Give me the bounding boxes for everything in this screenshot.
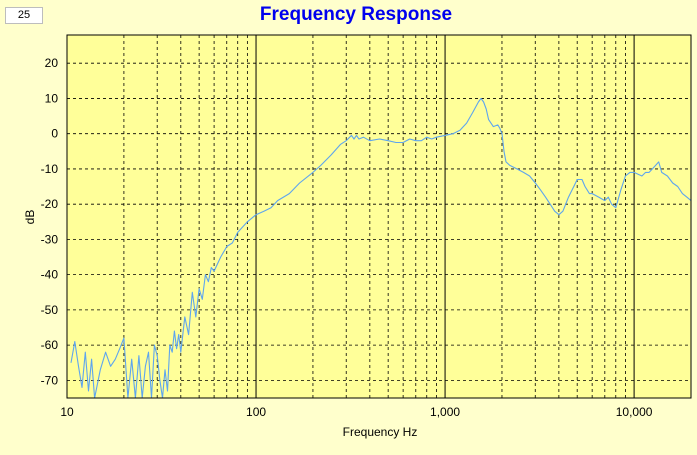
plot-frame (66, 34, 692, 399)
x-tick-label: 100 (246, 405, 266, 419)
y-axis-label: dB (23, 210, 37, 225)
y-tick-label: -70 (41, 373, 59, 387)
x-tick-label: 10 (60, 405, 74, 419)
y-tick-label: -10 (41, 162, 59, 176)
response-curve (70, 97, 692, 399)
y-tick-label: -40 (41, 268, 59, 282)
y-tick-label: 0 (51, 127, 58, 141)
y-tick-label: -50 (41, 303, 59, 317)
y-tick-label: 20 (45, 56, 59, 70)
chart-title: Frequency Response (259, 4, 453, 25)
y-tick-label: 10 (45, 91, 59, 105)
y-tick-label: -20 (41, 197, 59, 211)
x-axis-label: Frequency Hz (343, 425, 418, 439)
y-tick-labels: 20 10 0 -10 -20 -30 -40 -50 -60 -70 (41, 56, 59, 387)
y-tick-label: -60 (41, 338, 59, 352)
x-tick-labels: 10 100 1,000 10,000 (60, 405, 652, 419)
counter-box[interactable]: 25 (5, 7, 43, 24)
x-tick-label: 1,000 (430, 405, 460, 419)
y-tick-label: -30 (41, 232, 59, 246)
x-tick-label: 10,000 (616, 405, 653, 419)
grid-lines (67, 35, 691, 398)
plot-area (67, 35, 691, 398)
